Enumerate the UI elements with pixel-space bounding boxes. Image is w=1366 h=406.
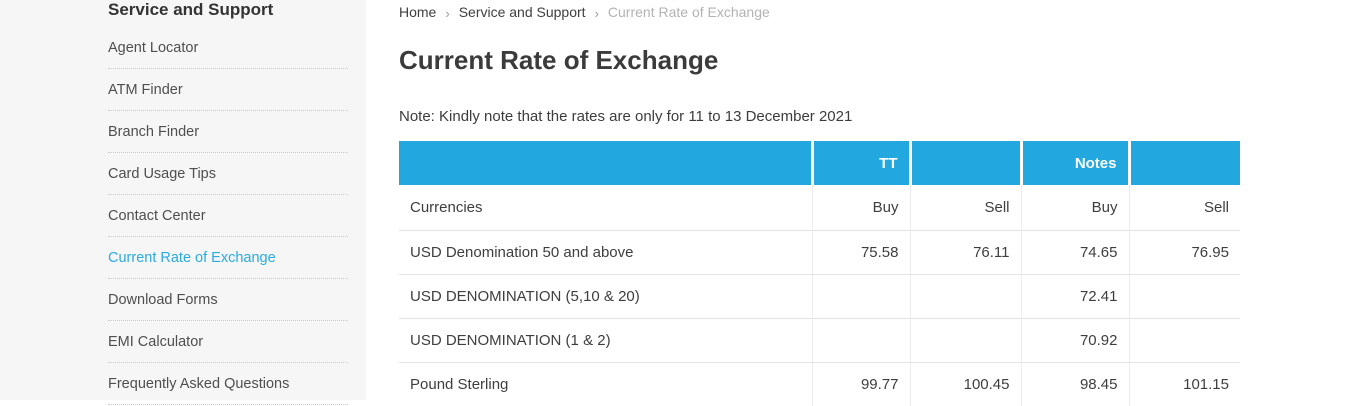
table-subheader-cell-buy-3: Buy — [1020, 185, 1129, 230]
sidebar-item-current-rate-of-exchange[interactable]: Current Rate of Exchange — [108, 237, 348, 279]
currency-cell: USD DENOMINATION (5,10 & 20) — [399, 273, 812, 318]
rate-cell-3: 76.95 — [1128, 229, 1240, 274]
sidebar-item-emi-calculator[interactable]: EMI Calculator — [108, 321, 348, 363]
table-subheader-row: Currencies Buy Sell Buy Sell — [399, 185, 1240, 230]
table-body: USD Denomination 50 and above 75.58 76.11 7… — [399, 229, 1240, 406]
currency-cell: USD DENOMINATION (1 & 2) — [399, 317, 812, 362]
main-content: Home › Service and Support › Current Rate of… — [399, 0, 1240, 406]
table-subheader-cell-currencies-0: Currencies — [399, 185, 812, 230]
rate-cell-3: 101.15 — [1128, 361, 1240, 406]
breadcrumb: Home › Service and Support › Current Rate of… — [399, 0, 1240, 21]
rate-cell-1 — [909, 273, 1021, 318]
sidebar-item-branch-finder[interactable]: Branch Finder — [108, 111, 348, 153]
rate-cell-1: 76.11 — [909, 229, 1021, 274]
sidebar-item-card-usage-tips[interactable]: Card Usage Tips — [108, 153, 348, 195]
sidebar-heading: Service and Support — [108, 0, 274, 19]
table-group-header-cell-notes: Notes — [1019, 141, 1129, 185]
rate-cell-2: 72.41 — [1020, 273, 1129, 318]
table-group-header-cell-tt: TT — [810, 141, 910, 185]
table-row-usd-denomination-1-2: USD DENOMINATION (1 & 2) 70.92 — [399, 317, 1240, 362]
sidebar-item-frequently-asked-questions[interactable]: Frequently Asked Questions — [108, 363, 348, 405]
sidebar: Service and Support Agent Locator ATM Fin… — [0, 0, 366, 405]
table-group-header-row: TT Notes — [399, 141, 1240, 185]
table-row-pound-sterling: Pound Sterling 99.77 100.45 98.45 101.15 — [399, 361, 1240, 406]
rate-cell-2: 98.45 — [1020, 361, 1129, 406]
breadcrumb-separator-icon: › — [594, 5, 599, 21]
rate-cell-0: 99.77 — [811, 361, 910, 406]
table-row-usd-denomination-5-10-20: USD DENOMINATION (5,10 & 20) 72.41 — [399, 273, 1240, 318]
sidebar-item-atm-finder[interactable]: ATM Finder — [108, 69, 348, 111]
sidebar-item-agent-locator[interactable]: Agent Locator — [108, 27, 348, 69]
rate-cell-0: 75.58 — [811, 229, 910, 274]
rate-cell-1: 100.45 — [909, 361, 1021, 406]
rates-note: Note: Kindly note that the rates are onl… — [399, 108, 853, 125]
currency-cell: USD Denomination 50 and above — [399, 229, 812, 274]
table-subheader-cell-sell-2: Sell — [909, 185, 1021, 230]
rate-cell-3 — [1128, 273, 1240, 318]
table-group-header-cell-2 — [908, 141, 1021, 185]
breadcrumb-service-and-support[interactable]: Service and Support — [458, 4, 586, 20]
table-row-usd-denomination-50-and-above: USD Denomination 50 and above 75.58 76.11 7… — [399, 229, 1240, 274]
table-subheader-cell-sell-4: Sell — [1128, 185, 1240, 230]
breadcrumb-home[interactable]: Home — [399, 4, 437, 20]
rate-cell-2: 74.65 — [1020, 229, 1129, 274]
breadcrumb-current-rate-of-exchange: Current Rate of Exchange — [607, 4, 770, 20]
sidebar-item-contact-center[interactable]: Contact Center — [108, 195, 348, 237]
sidebar-item-download-forms[interactable]: Download Forms — [108, 279, 348, 321]
rate-cell-3 — [1128, 317, 1240, 362]
page-title: Current Rate of Exchange — [399, 45, 719, 75]
table-subheader-cell-buy-1: Buy — [811, 185, 910, 230]
rate-cell-1 — [909, 317, 1021, 362]
currency-cell: Pound Sterling — [399, 361, 812, 406]
exchange-rate-table: TT Notes Currencies Buy Sell Buy Sell USD Den… — [399, 141, 1240, 406]
table-group-header-cell-0 — [399, 141, 812, 185]
rate-cell-0 — [811, 273, 910, 318]
sidebar-menu: Agent Locator ATM Finder Branch Finder Card… — [108, 27, 348, 405]
table-group-header-cell-4 — [1127, 141, 1240, 185]
rate-cell-2: 70.92 — [1020, 317, 1129, 362]
breadcrumb-separator-icon: › — [445, 5, 450, 21]
rate-cell-0 — [811, 317, 910, 362]
